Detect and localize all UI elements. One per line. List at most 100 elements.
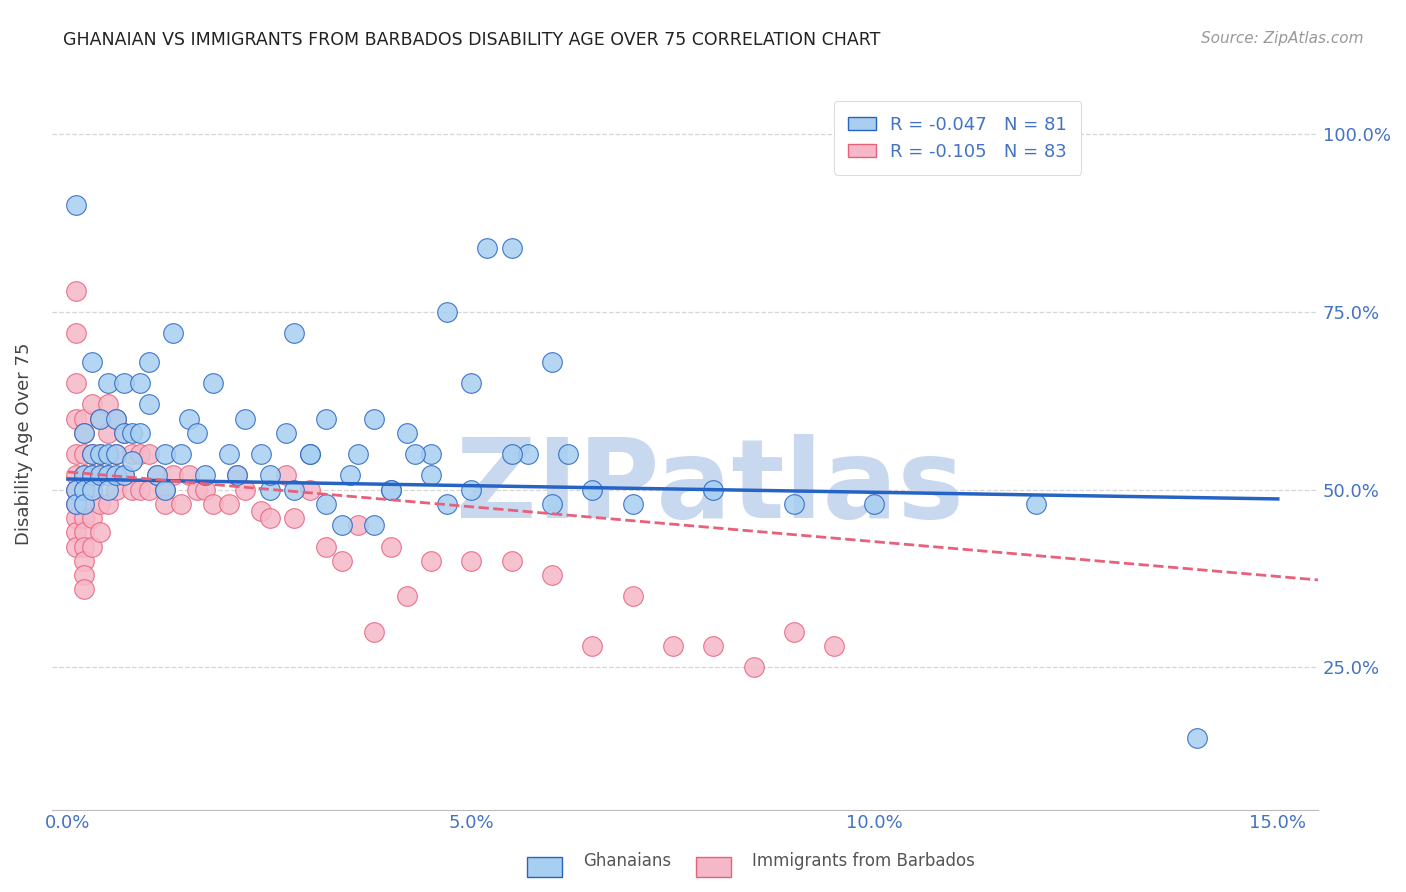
Point: [89, 411, 111, 425]
Text: ZIPatlas: ZIPatlas: [457, 434, 965, 541]
Point: [315, 540, 337, 554]
Point: [202, 376, 225, 390]
Point: [105, 411, 128, 425]
Point: [129, 483, 152, 497]
Point: [347, 518, 370, 533]
Text: Ghanaians: Ghanaians: [583, 852, 672, 870]
Point: [65, 198, 87, 212]
Point: [73, 540, 96, 554]
Point: [97, 447, 120, 461]
Point: [80, 468, 103, 483]
Point: [501, 554, 523, 568]
Point: [621, 497, 644, 511]
Point: [97, 425, 120, 440]
Point: [89, 468, 111, 483]
Point: [436, 305, 458, 319]
Point: [73, 582, 96, 597]
Point: [315, 411, 337, 425]
Point: [97, 468, 120, 483]
Point: [97, 397, 120, 411]
Point: [283, 483, 305, 497]
Point: [105, 468, 128, 483]
Point: [298, 447, 321, 461]
Point: [742, 660, 765, 674]
Point: [89, 468, 111, 483]
Point: [557, 447, 579, 461]
Point: [112, 376, 135, 390]
Point: [65, 468, 87, 483]
Point: [153, 497, 176, 511]
Point: [194, 483, 217, 497]
Point: [274, 425, 297, 440]
Point: [121, 454, 143, 468]
Point: [65, 326, 87, 341]
Point: [65, 540, 87, 554]
Point: [419, 554, 441, 568]
Point: [395, 590, 418, 604]
Point: [662, 639, 685, 653]
Point: [621, 590, 644, 604]
Point: [540, 568, 562, 582]
Point: [105, 411, 128, 425]
Point: [363, 518, 385, 533]
Point: [80, 483, 103, 497]
Point: [65, 483, 87, 497]
Point: [202, 497, 225, 511]
Point: [153, 447, 176, 461]
Point: [112, 468, 135, 483]
Point: [177, 468, 200, 483]
Point: [97, 497, 120, 511]
Point: [380, 483, 402, 497]
Point: [339, 468, 361, 483]
Point: [129, 376, 152, 390]
Point: [363, 411, 385, 425]
Point: [226, 468, 249, 483]
Point: [89, 447, 111, 461]
Point: [259, 511, 281, 525]
Point: [105, 447, 128, 461]
Point: [73, 511, 96, 525]
Point: [460, 554, 482, 568]
Point: [129, 447, 152, 461]
Point: [65, 284, 87, 298]
Point: [97, 468, 120, 483]
Point: [153, 483, 176, 497]
Point: [73, 483, 96, 497]
Point: [121, 447, 143, 461]
Point: [259, 483, 281, 497]
Point: [363, 624, 385, 639]
Point: [73, 468, 96, 483]
Point: [65, 376, 87, 390]
Point: [89, 447, 111, 461]
Point: [404, 447, 426, 461]
Point: [226, 468, 249, 483]
Point: [65, 497, 87, 511]
Point: [863, 497, 886, 511]
Point: [73, 447, 96, 461]
Point: [65, 411, 87, 425]
Point: [477, 241, 499, 255]
Point: [145, 468, 167, 483]
Point: [73, 425, 96, 440]
Point: [138, 355, 160, 369]
Point: [65, 483, 87, 497]
Point: [419, 447, 441, 461]
Text: Source: ZipAtlas.com: Source: ZipAtlas.com: [1201, 31, 1364, 46]
Point: [170, 497, 193, 511]
Point: [121, 425, 143, 440]
Point: [177, 411, 200, 425]
Point: [540, 497, 562, 511]
Point: [233, 483, 256, 497]
Point: [65, 525, 87, 540]
Point: [138, 447, 160, 461]
Point: [330, 554, 353, 568]
Point: [80, 468, 103, 483]
Point: [112, 468, 135, 483]
Point: [702, 639, 724, 653]
Point: [330, 518, 353, 533]
Point: [80, 511, 103, 525]
Point: [702, 483, 724, 497]
Point: [65, 447, 87, 461]
Point: [73, 568, 96, 582]
Point: [73, 497, 96, 511]
